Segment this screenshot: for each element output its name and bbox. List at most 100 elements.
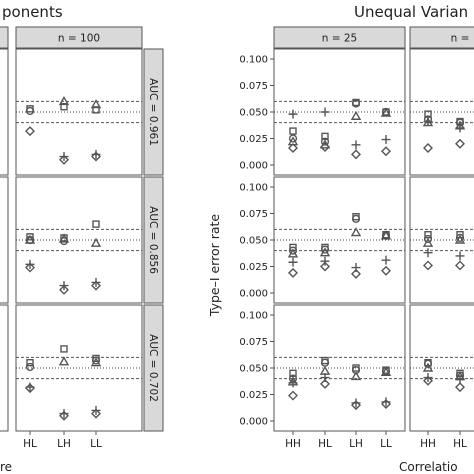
- diamond-marker: [351, 400, 361, 411]
- circle-marker: [320, 137, 330, 146]
- left-cut-panel-edge: [0, 48, 9, 176]
- facet-strip-label-mid: n = 25: [322, 33, 358, 45]
- panel-right-row1: [410, 100, 474, 154]
- diamond-marker: [455, 382, 465, 393]
- y-tick-label: 0.100: [239, 55, 268, 66]
- plus-marker: [381, 135, 391, 145]
- triangle-marker: [454, 234, 466, 244]
- diamond-marker: [59, 410, 69, 421]
- plus-marker: [91, 149, 101, 159]
- right-x-axis-title-fragment: Correlatio: [399, 460, 458, 474]
- diamond-marker: [91, 280, 101, 291]
- x-tick-label: LH: [349, 438, 363, 450]
- diamond-marker: [423, 375, 433, 386]
- diamond-marker: [423, 260, 433, 271]
- diamond-marker: [25, 262, 35, 273]
- panel-left-row3: [16, 345, 142, 421]
- square-marker: [289, 369, 297, 377]
- panel-left-row1: [16, 95, 142, 165]
- diamond-marker: [381, 399, 391, 410]
- circle-marker: [288, 134, 298, 143]
- triangle-marker: [90, 237, 102, 247]
- plus-marker: [351, 140, 361, 150]
- x-tick-label: HH: [420, 438, 436, 450]
- square-marker: [26, 233, 34, 241]
- triangle-marker: [90, 357, 102, 367]
- diamond-marker: [455, 138, 465, 149]
- circle-marker: [423, 234, 433, 244]
- plus-marker: [288, 257, 298, 267]
- y-tick-label: 0.075: [239, 209, 268, 220]
- auc-label: AUC = 0.702: [147, 334, 159, 402]
- plus-marker: [381, 255, 391, 265]
- left-title-fragment: ponents: [2, 3, 63, 21]
- y-tick-label: 0.025: [239, 390, 268, 401]
- diamond-marker: [288, 143, 298, 154]
- triangle-marker: [58, 356, 70, 366]
- panel-mid-row2: [274, 212, 405, 279]
- square-marker: [60, 345, 68, 353]
- y-tick-label: 0.000: [239, 289, 268, 300]
- diamond-marker: [320, 261, 330, 272]
- panel-mid-row1: [274, 98, 405, 160]
- y-tick-label: 0.050: [239, 364, 268, 375]
- plus-marker: [288, 109, 298, 119]
- panel-left-row2: [16, 220, 142, 295]
- auc-strip: [143, 304, 164, 432]
- triangle-marker: [58, 95, 70, 106]
- left-cut-strip-edge: [0, 26, 9, 49]
- square-marker: [60, 102, 68, 111]
- plus-marker: [320, 107, 330, 117]
- x-tick-label: HL: [318, 438, 332, 450]
- y-tick-label: 0.000: [239, 417, 268, 428]
- diamond-marker: [423, 143, 433, 154]
- triangle-marker: [422, 362, 434, 372]
- triangle-marker: [380, 230, 392, 240]
- triangle-marker: [319, 247, 331, 257]
- panel-right-row3: [410, 356, 474, 393]
- x-tick-label: LH: [57, 438, 71, 450]
- plus-marker: [320, 256, 330, 266]
- y-tick-label: 0.025: [239, 262, 268, 273]
- square-marker: [456, 230, 464, 239]
- diamond-marker: [25, 126, 35, 137]
- circle-marker: [25, 362, 35, 372]
- square-marker: [321, 132, 329, 141]
- diamond-marker: [59, 284, 69, 295]
- x-tick-label: HL: [23, 438, 37, 450]
- diamond-marker: [351, 149, 361, 160]
- diamond-marker: [381, 146, 391, 157]
- auc-label: AUC = 0.856: [147, 206, 159, 274]
- triangle-marker: [90, 99, 102, 109]
- x-tick-label: HL: [453, 438, 467, 450]
- facet-strip-right: [409, 26, 474, 49]
- diamond-marker: [455, 260, 465, 271]
- facet-strip-label-right: n =: [451, 33, 470, 45]
- panel-frame: [409, 304, 474, 432]
- left-cut-panel-edge: [0, 304, 9, 432]
- circle-marker: [351, 214, 361, 223]
- triangle-marker: [58, 233, 70, 243]
- y-tick-label: 0.100: [239, 183, 268, 194]
- auc-strip: [143, 176, 164, 304]
- circle-marker: [25, 106, 35, 116]
- plus-marker: [288, 378, 298, 388]
- facet-strip-label-left: n = 100: [58, 33, 100, 45]
- square-marker: [289, 127, 297, 135]
- diamond-marker: [351, 268, 361, 279]
- triangle-marker: [380, 107, 392, 117]
- square-marker: [26, 359, 34, 367]
- plus-marker: [455, 123, 465, 133]
- triangle-marker: [350, 371, 362, 381]
- diamond-marker: [320, 141, 330, 152]
- y-axis-title: Type–I error rate: [207, 214, 222, 318]
- circle-marker: [455, 233, 465, 242]
- square-marker: [92, 106, 100, 114]
- square-marker: [92, 220, 100, 228]
- diamond-marker: [91, 151, 101, 162]
- panel-mid-row3: [274, 356, 405, 411]
- circle-marker: [423, 359, 433, 368]
- y-tick-label: 0.050: [239, 108, 268, 119]
- left-x-axis-title-fragment: re: [0, 460, 12, 474]
